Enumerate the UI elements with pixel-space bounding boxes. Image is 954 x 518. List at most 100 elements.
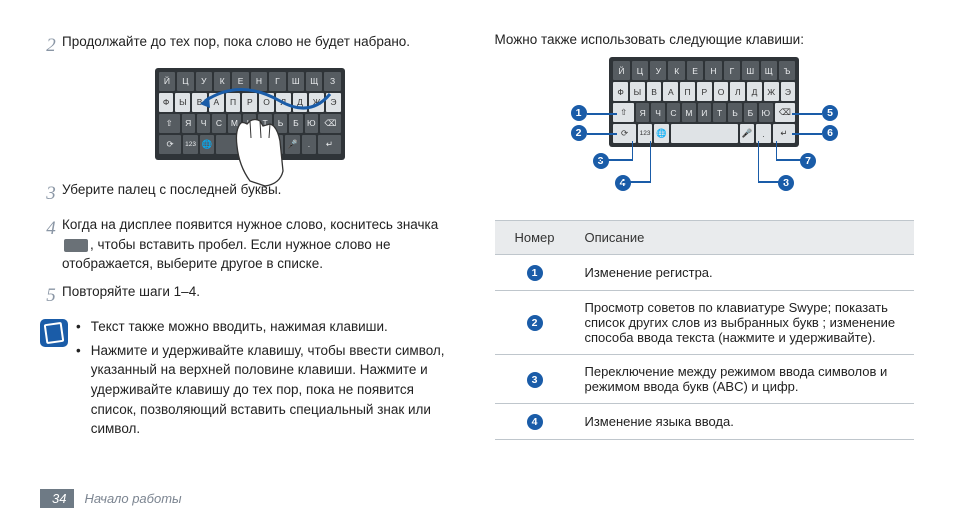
key-Ж: Ж <box>764 82 779 101</box>
num-badge-2: 2 <box>527 315 543 331</box>
key-Ы: Ы <box>175 93 190 112</box>
step-2: 2 Продолжайте до тех пор, пока слово не … <box>40 32 460 60</box>
desc-cell: Изменение языка ввода. <box>575 404 915 440</box>
key-Е: Е <box>232 72 248 91</box>
intro-text: Можно также использовать следующие клави… <box>495 32 915 47</box>
callout-badge-7: 7 <box>800 153 816 169</box>
step-text: Продолжайте до тех пор, пока слово не бу… <box>62 32 460 52</box>
key-Б: Б <box>289 114 302 133</box>
left-column: 2 Продолжайте до тех пор, пока слово не … <box>40 32 460 479</box>
callout-badge-4: 4 <box>615 175 631 191</box>
key-Ъ: Ъ <box>779 61 795 80</box>
step-3: 3 Уберите палец с последней буквы. <box>40 180 460 208</box>
key-Г: Г <box>724 61 740 80</box>
key-С: С <box>212 114 225 133</box>
section-title: Начало работы <box>84 491 181 506</box>
table-row: 4 Изменение языка ввода. <box>495 404 915 440</box>
step-number: 4 <box>40 215 62 243</box>
key-Ч: Ч <box>197 114 210 133</box>
swype-key: ⟳ <box>159 135 182 154</box>
lang-key: 🌐 <box>200 135 215 154</box>
mic-key: 🎤 <box>285 135 300 154</box>
key-Л: Л <box>730 82 745 101</box>
note-icon <box>40 319 68 347</box>
note-box: Текст также можно вводить, нажимая клави… <box>40 317 460 442</box>
key-Я: Я <box>182 114 195 133</box>
key-Г: Г <box>269 72 285 91</box>
key-К: К <box>214 72 230 91</box>
num-badge-3: 3 <box>527 372 543 388</box>
enter-key: ↵ <box>318 135 341 154</box>
key-Ш: Ш <box>288 72 304 91</box>
key-М: М <box>228 114 241 133</box>
num-badge-1: 1 <box>527 265 543 281</box>
step-text: Повторяйте шаги 1–4. <box>62 282 460 302</box>
key-В: В <box>647 82 662 101</box>
mic-key: 🎤 <box>740 124 755 143</box>
table-header-number: Номер <box>495 221 575 255</box>
num-badge-4: 4 <box>527 414 543 430</box>
key-Щ: Щ <box>761 61 777 80</box>
callout-badge-5: 5 <box>822 105 838 121</box>
key-Р: Р <box>697 82 712 101</box>
key-И: И <box>698 103 711 122</box>
step-5: 5 Повторяйте шаги 1–4. <box>40 282 460 310</box>
num-key: 123 <box>183 135 198 154</box>
key-Л: Л <box>276 93 291 112</box>
key-Ж: Ж <box>309 93 324 112</box>
key-О: О <box>259 93 274 112</box>
key-Ц: Ц <box>632 61 648 80</box>
key-К: К <box>668 61 684 80</box>
callout-badge-6: 6 <box>822 125 838 141</box>
key-Е: Е <box>687 61 703 80</box>
key-Б: Б <box>744 103 757 122</box>
callout-badge-8: 8 <box>778 175 794 191</box>
key-Д: Д <box>747 82 762 101</box>
desc-cell: Изменение регистра. <box>575 255 915 291</box>
key-П: П <box>226 93 241 112</box>
key-Й: Й <box>613 61 629 80</box>
key-Ц: Ц <box>177 72 193 91</box>
note-bullet: Текст также можно вводить, нажимая клави… <box>76 317 460 337</box>
step-text: Когда на дисплее появится нужное слово, … <box>62 215 460 274</box>
step-number: 3 <box>40 180 62 208</box>
key-Э: Э <box>326 93 341 112</box>
period-key: . <box>302 135 317 154</box>
key-А: А <box>209 93 224 112</box>
step-number: 2 <box>40 32 62 60</box>
key-Ю: Ю <box>759 103 772 122</box>
key-Й: Й <box>159 72 175 91</box>
space-key-icon <box>64 239 88 252</box>
key-Э: Э <box>781 82 796 101</box>
step-4: 4 Когда на дисплее появится нужное слово… <box>40 215 460 274</box>
key-Ь: Ь <box>274 114 287 133</box>
key-Р: Р <box>242 93 257 112</box>
key-Ч: Ч <box>651 103 664 122</box>
desc-cell: Просмотр советов по клавиатуре Swype; по… <box>575 291 915 355</box>
key-А: А <box>663 82 678 101</box>
key-О: О <box>714 82 729 101</box>
table-row: 3 Переключение между режимом ввода символ… <box>495 355 915 404</box>
space-key <box>216 135 283 154</box>
desc-cell: Переключение между режимом ввода символо… <box>575 355 915 404</box>
description-table: Номер Описание 1 Изменение регистра. 2 Прос… <box>495 220 915 440</box>
key-В: В <box>192 93 207 112</box>
note-bullet: Нажмите и удерживайте клавишу, чтобы вве… <box>76 341 460 439</box>
key-Ь: Ь <box>728 103 741 122</box>
keyboard-right: ЙЦУКЕНГШЩЪ ФЫВАПРОЛДЖЭ ⇧ ЯЧСМИТЬБЮ ⌫ ⟳ 1… <box>609 57 799 147</box>
key-Щ: Щ <box>306 72 322 91</box>
key-Ы: Ы <box>630 82 645 101</box>
key-Ф: Ф <box>159 93 174 112</box>
space-key <box>671 124 738 143</box>
right-column: Можно также использовать следующие клави… <box>495 32 915 479</box>
callout-badge-2: 2 <box>571 125 587 141</box>
table-row: 2 Просмотр советов по клавиатуре Swype; п… <box>495 291 915 355</box>
key-У: У <box>196 72 212 91</box>
key-Т: Т <box>713 103 726 122</box>
key-Ш: Ш <box>742 61 758 80</box>
step-text: Уберите палец с последней буквы. <box>62 180 460 200</box>
callout-badge-1: 1 <box>571 105 587 121</box>
key-Н: Н <box>705 61 721 80</box>
key-И: И <box>243 114 256 133</box>
table-header-desc: Описание <box>575 221 915 255</box>
